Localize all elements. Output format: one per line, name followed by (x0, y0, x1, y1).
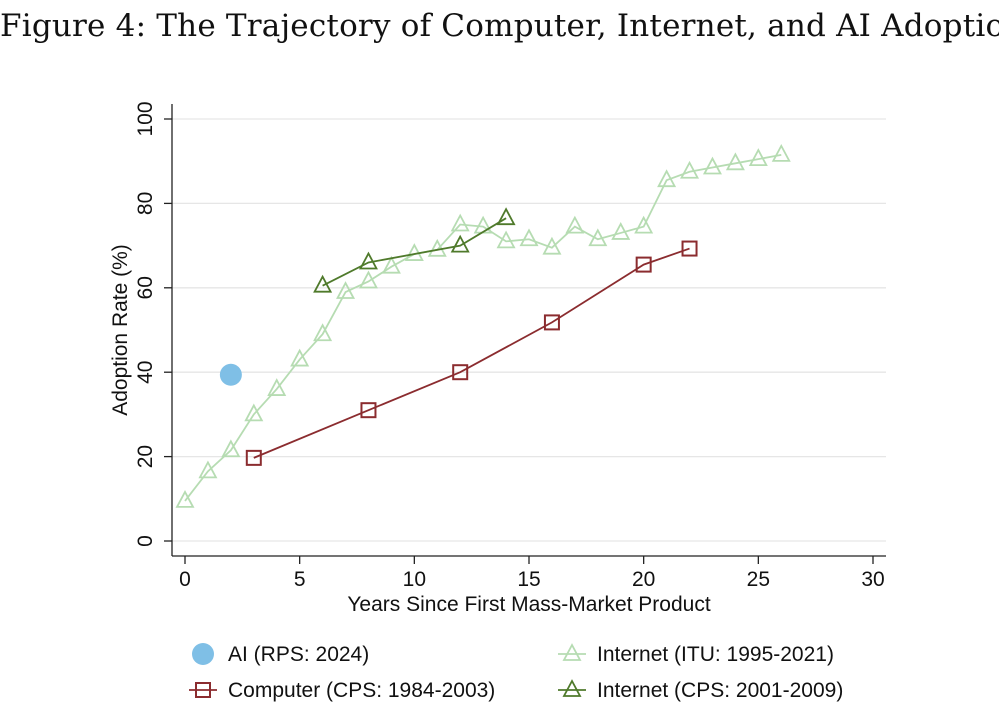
data-point (267, 378, 287, 396)
legend-label: Internet (ITU: 1995-2021) (597, 643, 834, 666)
data-point (290, 348, 310, 367)
data-point (358, 270, 378, 289)
x-tick-label: 10 (403, 568, 426, 591)
data-point (588, 228, 608, 247)
data-point (450, 234, 470, 253)
legend: AI (RPS: 2024) Computer (CPS: 1984-2003) I… (189, 643, 843, 702)
data-point (543, 314, 560, 331)
series-1 (245, 240, 698, 466)
y-tick-label: 60 (134, 276, 157, 299)
legend-marker (562, 679, 582, 697)
y-tick-label: 100 (134, 101, 157, 136)
data-point (221, 439, 241, 458)
x-tick-label: 25 (747, 568, 770, 591)
data-point (244, 403, 264, 422)
data-point (198, 460, 218, 479)
data-point (313, 323, 333, 342)
series-2 (175, 143, 791, 508)
data-point (360, 402, 377, 419)
legend-label: Computer (CPS: 1984-2003) (228, 679, 495, 702)
data-point (565, 215, 585, 234)
data-point (245, 449, 262, 466)
axes: 0 20 40 60 80 100 0 5 10 15 20 25 30 Years Since Firs… (109, 101, 886, 616)
series-line (253, 247, 690, 459)
series-3 (313, 207, 516, 293)
legend-item-2: Internet (ITU: 1995-2021) (558, 643, 834, 666)
data-point (381, 255, 401, 274)
x-axis-title: Years Since First Mass-Market Product (347, 593, 711, 616)
data-point (219, 363, 242, 386)
data-point (611, 222, 631, 240)
legend-item-1: Computer (CPS: 1984-2003) (189, 679, 495, 702)
series-line (184, 153, 782, 502)
series-0 (219, 363, 242, 386)
data-point (702, 156, 722, 175)
data-point (496, 207, 516, 226)
data-point (681, 240, 698, 257)
figure-title: Figure 4: The Trajectory of Computer, In… (0, 8, 999, 44)
x-tick-label: 30 (861, 568, 884, 591)
x-tick-label: 5 (294, 568, 306, 591)
grid-lines (172, 118, 886, 542)
legend-label: Internet (CPS: 2001-2009) (597, 679, 843, 702)
x-tick-label: 0 (179, 568, 191, 591)
series-line (322, 217, 507, 287)
legend-marker (192, 643, 214, 665)
data-point (635, 256, 652, 273)
data-point (657, 169, 677, 188)
data-point (542, 236, 562, 255)
y-tick-label: 20 (134, 445, 157, 468)
legend-label: AI (RPS: 2024) (228, 643, 369, 666)
data-point (771, 143, 791, 162)
data-point (358, 251, 378, 270)
series-layer (175, 143, 791, 508)
data-point (519, 228, 539, 247)
data-point (175, 489, 195, 508)
y-tick-label: 80 (134, 192, 157, 215)
data-point (634, 215, 654, 234)
data-point (336, 281, 356, 299)
y-tick-label: 40 (134, 361, 157, 384)
y-axis-title: Adoption Rate (%) (109, 244, 132, 416)
legend-marker (195, 682, 211, 698)
data-point (725, 152, 745, 171)
legend-item-0: AI (RPS: 2024) (192, 643, 369, 666)
y-tick-label: 0 (134, 535, 157, 547)
data-point (450, 213, 470, 232)
legend-item-3: Internet (CPS: 2001-2009) (558, 679, 843, 702)
data-point (313, 274, 333, 293)
x-tick-label: 15 (517, 568, 540, 591)
legend-marker (562, 643, 582, 661)
data-point (680, 160, 700, 179)
data-point (748, 148, 768, 166)
data-point (496, 230, 516, 249)
data-point (452, 364, 469, 381)
x-tick-label: 20 (632, 568, 655, 591)
